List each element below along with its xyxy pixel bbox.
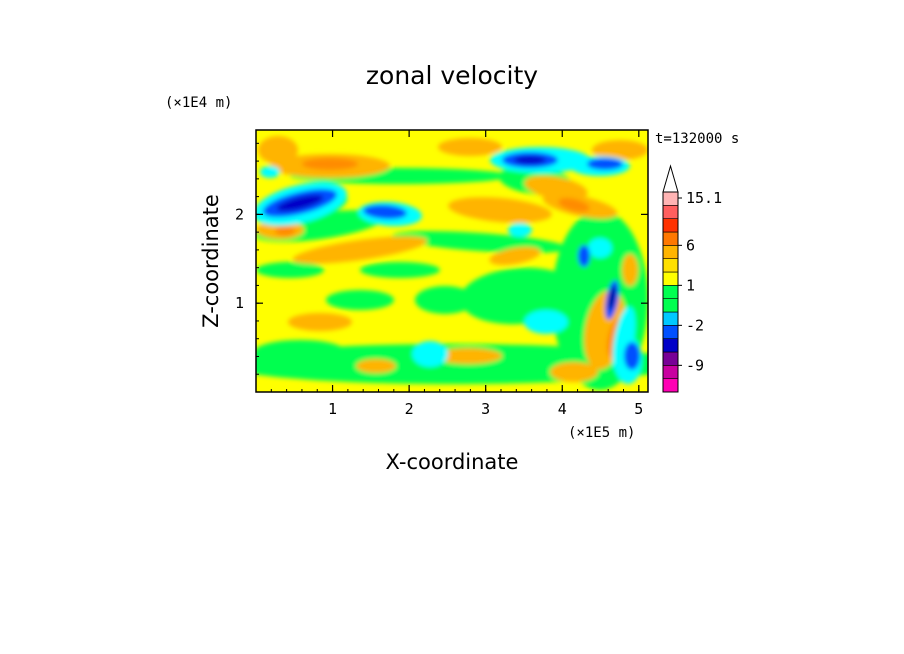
colorbar-swatch: [662, 365, 679, 379]
plot-frame: [255, 129, 649, 393]
field-patch: [524, 175, 588, 201]
field-patch: [258, 136, 298, 164]
colorbar-swatch: [662, 351, 679, 366]
field-patch: [448, 197, 552, 223]
field-patch: [275, 226, 295, 236]
colorbar-swatch: [662, 271, 679, 286]
y-tick-label: 1: [235, 294, 244, 312]
x-tick-label: 4: [558, 400, 567, 418]
chart-title: zonal velocity: [366, 61, 538, 90]
field-patch: [256, 344, 648, 384]
colorbar-swatch: [662, 258, 679, 273]
colorbar-label: -9: [686, 356, 704, 374]
field-patch: [624, 342, 640, 370]
velocity-field: [256, 136, 648, 390]
x-tick-label: 3: [481, 400, 490, 418]
colorbar-swatch: [662, 285, 679, 299]
field-patch: [256, 262, 324, 278]
field-patch: [302, 158, 358, 170]
field-patch: [363, 204, 407, 220]
y-tick-label: 2: [235, 205, 244, 223]
field-patch: [608, 286, 616, 310]
field-patch: [356, 359, 396, 373]
field-patch: [587, 158, 623, 170]
colorbar-frame: [662, 191, 679, 393]
colorbar-swatch: [662, 218, 679, 233]
colorbar-label: 6: [686, 236, 695, 254]
field-patch: [592, 140, 648, 160]
field-patch: [524, 310, 568, 334]
field-patch: [514, 156, 546, 164]
x-tick-label: 5: [634, 400, 643, 418]
colorbar-swatch: [662, 378, 679, 393]
colorbar-swatch: [662, 338, 679, 353]
x-tick-label: 1: [328, 400, 337, 418]
colorbar-swatch: [662, 325, 679, 339]
plot-area: [256, 130, 648, 392]
colorbar: 15.1 6 1 -2 -9: [662, 164, 722, 393]
time-label: t=132000 s: [655, 131, 739, 147]
y-axis-label: Z-coordinate: [199, 194, 223, 328]
field-patch: [434, 348, 502, 364]
colorbar-label: -2: [686, 316, 704, 334]
field-patch: [326, 290, 394, 310]
x-axis-ticks: 1 2 3 4 5: [270, 130, 643, 418]
field-patch: [360, 262, 440, 278]
field-patch: [588, 238, 612, 258]
x-unit-label: (×1E5 m): [568, 425, 635, 441]
colorbar-swatch: [662, 231, 679, 246]
field-patch: [622, 254, 638, 286]
colorbar-swatch: [662, 245, 679, 259]
y-axis-ticks: 12: [235, 142, 648, 375]
field-patch: [412, 341, 448, 367]
colorbar-label: 1: [686, 276, 695, 294]
field-patch: [508, 223, 532, 237]
colorbar-extend-arrow: [662, 164, 679, 193]
field-patch: [550, 362, 598, 382]
field-patch: [260, 166, 280, 178]
field-patch: [489, 246, 541, 266]
field-patch: [256, 340, 346, 364]
field-patch: [558, 198, 590, 212]
field-patch: [578, 245, 590, 267]
y-unit-label: (×1E4 m): [165, 95, 232, 111]
colorbar-label: 15.1: [686, 189, 722, 207]
colorbar-swatch: [662, 298, 679, 313]
field-patch: [288, 313, 352, 331]
colorbar-swatch: [662, 311, 679, 326]
colorbar-swatch: [662, 205, 679, 219]
x-tick-label: 2: [405, 400, 414, 418]
x-axis-label: X-coordinate: [386, 450, 519, 474]
field-patch: [460, 267, 580, 325]
field-patch: [438, 138, 502, 156]
field-patch: [415, 286, 475, 314]
field-patch: [292, 236, 428, 264]
colorbar-swatch: [662, 191, 679, 206]
field-patch: [276, 194, 324, 212]
